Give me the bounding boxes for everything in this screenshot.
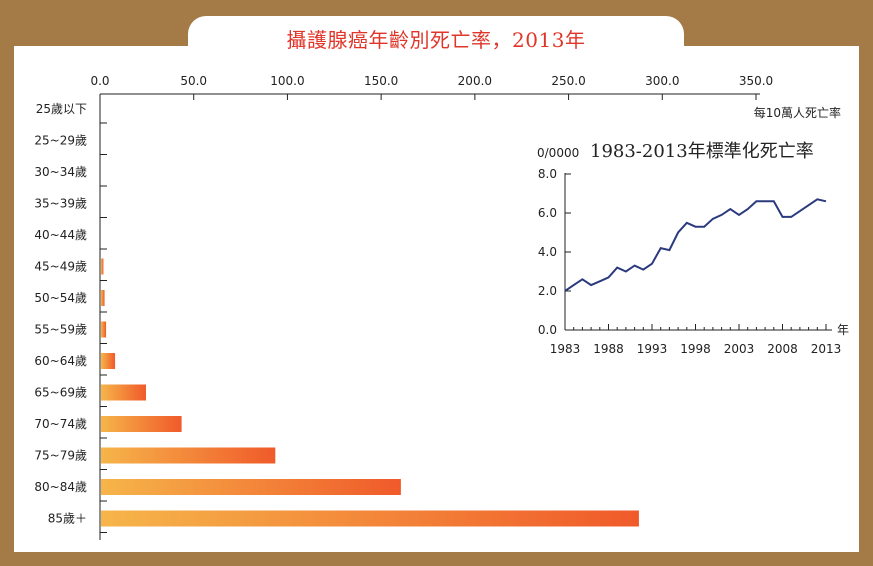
inset-y-tick-label: 6.0 xyxy=(538,206,557,220)
inset-x-tick-label: 1993 xyxy=(637,342,668,356)
x-tick-label: 350.0 xyxy=(739,74,773,88)
x-tick-label: 250.0 xyxy=(551,74,585,88)
bar-unit-label: 每10萬人死亡率 xyxy=(754,105,841,120)
x-tick-label: 150.0 xyxy=(364,74,398,88)
x-tick-label: 300.0 xyxy=(645,74,679,88)
x-tick-label: 200.0 xyxy=(458,74,492,88)
inset-y-unit: 0/0000 xyxy=(537,146,579,160)
x-tick-label: 50.0 xyxy=(180,74,207,88)
chart-panel xyxy=(14,46,859,552)
category-label: 35~39歲 xyxy=(34,197,87,211)
bar xyxy=(101,479,401,495)
bar xyxy=(101,416,182,432)
category-label: 40~44歲 xyxy=(34,228,87,242)
bar xyxy=(101,290,105,306)
inset-x-tick-label: 2003 xyxy=(724,342,755,356)
category-label: 65~69歲 xyxy=(34,386,87,400)
inset-y-tick-label: 4.0 xyxy=(538,245,557,259)
category-label: 25歲以下 xyxy=(36,102,87,116)
category-label: 60~64歲 xyxy=(34,354,87,368)
inset-title: 1983-2013年標準化死亡率 xyxy=(590,141,814,162)
category-label: 85歲＋ xyxy=(48,512,87,526)
category-label: 70~74歲 xyxy=(34,417,87,431)
inset-x-tick-label: 1988 xyxy=(593,342,624,356)
inset-x-tick-label: 2008 xyxy=(767,342,798,356)
x-tick-label: 100.0 xyxy=(270,74,304,88)
category-label: 45~49歲 xyxy=(34,260,87,274)
bar xyxy=(101,258,104,275)
inset-y-tick-label: 0.0 xyxy=(538,323,557,337)
bar xyxy=(101,447,276,464)
bar xyxy=(101,321,107,338)
category-label: 55~59歲 xyxy=(34,323,87,337)
series-line xyxy=(564,198,827,292)
bar xyxy=(101,353,116,369)
category-label: 75~79歲 xyxy=(34,449,87,463)
category-label: 30~34歲 xyxy=(34,165,87,179)
category-label: 25~29歲 xyxy=(34,134,87,148)
inset-y-tick-label: 2.0 xyxy=(538,284,557,298)
inset-x-unit: 年 xyxy=(837,323,849,337)
bar xyxy=(101,510,639,527)
title-tab xyxy=(188,16,684,56)
category-label: 50~54歲 xyxy=(34,291,87,305)
inset-y-tick-label: 8.0 xyxy=(538,167,557,181)
inset-x-tick-label: 1983 xyxy=(550,342,581,356)
chart-title: 攝護腺癌年齡別死亡率，2013年 xyxy=(286,28,586,52)
category-label: 80~84歲 xyxy=(34,480,87,494)
inset-x-tick-label: 2013 xyxy=(811,342,842,356)
bar xyxy=(101,384,146,401)
inset-x-tick-label: 1998 xyxy=(680,342,711,356)
x-tick-label: 0.0 xyxy=(90,74,109,88)
